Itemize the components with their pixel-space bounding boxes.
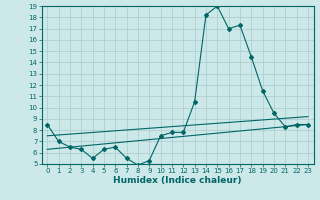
X-axis label: Humidex (Indice chaleur): Humidex (Indice chaleur): [113, 176, 242, 185]
